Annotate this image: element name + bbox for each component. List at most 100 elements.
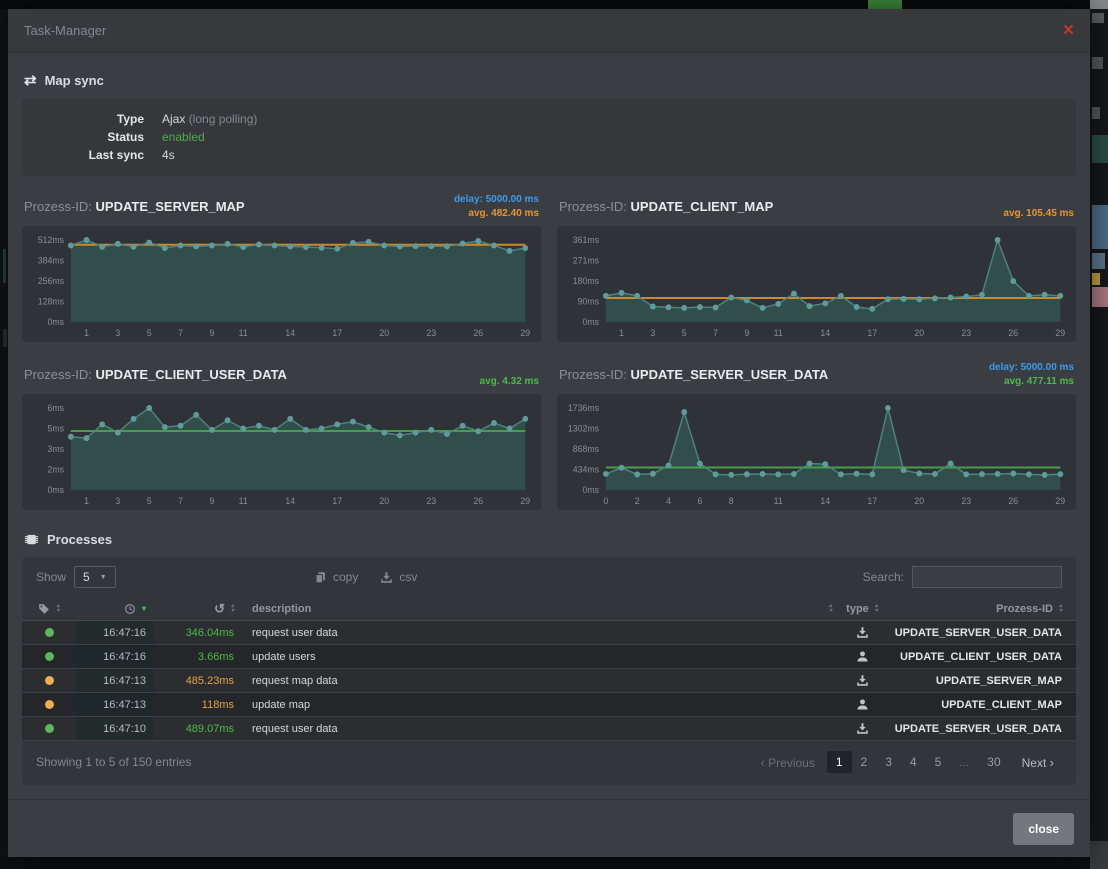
- page-button[interactable]: 5: [934, 755, 942, 769]
- svg-text:26: 26: [473, 328, 483, 338]
- page-button[interactable]: 2: [860, 755, 868, 769]
- row-prozess-id: UPDATE_SERVER_USER_DATA: [894, 722, 1062, 735]
- chart-process-name: UPDATE_SERVER_MAP: [95, 199, 245, 214]
- chip-icon: [24, 534, 39, 545]
- scrollbar-thumb[interactable]: [1090, 0, 1108, 9]
- row-description: request user data: [252, 626, 338, 639]
- column-header-prozess-id[interactable]: Prozess-ID ▴ ▾: [996, 602, 1062, 615]
- svg-text:5: 5: [682, 328, 687, 338]
- page-button: …: [959, 758, 970, 769]
- svg-text:5ms: 5ms: [47, 423, 64, 433]
- table-row[interactable]: 16:47:16 3.66ms update users UPDATE_CLIE…: [22, 645, 1076, 669]
- column-header-time[interactable]: ▾: [76, 603, 154, 615]
- page-button[interactable]: 1: [826, 751, 852, 773]
- previous-page-button[interactable]: ‹ Previous: [760, 754, 815, 770]
- processes-heading-label: Processes: [47, 532, 113, 547]
- column-header-status[interactable]: ▴ ▾: [22, 603, 76, 615]
- svg-text:14: 14: [285, 328, 295, 338]
- svg-text:2ms: 2ms: [47, 464, 64, 474]
- svg-text:11: 11: [239, 496, 248, 506]
- column-header-description[interactable]: description ▴ ▾: [252, 602, 832, 615]
- svg-text:11: 11: [239, 328, 248, 338]
- chart-process-name: UPDATE_CLIENT_MAP: [630, 199, 774, 214]
- svg-text:512ms: 512ms: [38, 235, 65, 245]
- chart-update-client-user-data: Prozess-ID: UPDATE_CLIENT_USER_DATA avg.…: [14, 360, 549, 528]
- background-fragment: [1092, 205, 1108, 249]
- row-prozess-id: UPDATE_SERVER_USER_DATA: [894, 626, 1062, 639]
- svg-text:2: 2: [635, 496, 640, 506]
- table-row[interactable]: 16:47:13 118ms update map UPDATE_CLIENT_…: [22, 693, 1076, 717]
- column-header-duration[interactable]: ↺ ▴ ▾: [154, 602, 240, 615]
- column-header-type[interactable]: type ▴ ▾: [846, 602, 878, 615]
- svg-text:256ms: 256ms: [38, 276, 65, 286]
- svg-text:1: 1: [84, 328, 89, 338]
- svg-text:26: 26: [1008, 496, 1018, 506]
- avg-stat: avg. 105.45 ms: [1003, 208, 1074, 219]
- csv-button[interactable]: csv: [380, 570, 417, 584]
- sort-icon: ▴ ▾: [874, 602, 878, 614]
- background-fragment: [1092, 57, 1103, 69]
- sort-icon: ▴ ▾: [230, 602, 234, 614]
- area-chart-canvas: 6ms 5ms 3ms 2ms 0ms 1 3 5 7 9 11 14 17 20 23 26 29: [47, 403, 530, 506]
- chevron-down-icon: ▼: [99, 573, 107, 581]
- svg-text:20: 20: [379, 496, 389, 506]
- svg-text:17: 17: [867, 496, 877, 506]
- next-page-button[interactable]: Next ›: [1021, 754, 1054, 770]
- history-icon: ↺: [214, 601, 225, 616]
- svg-text:7: 7: [178, 496, 183, 506]
- row-time: 16:47:13: [76, 669, 154, 692]
- backdrop-left: [0, 9, 8, 857]
- svg-text:29: 29: [1055, 496, 1065, 506]
- close-icon[interactable]: ×: [1062, 20, 1074, 41]
- svg-text:5: 5: [147, 328, 152, 338]
- svg-text:7: 7: [178, 328, 183, 338]
- status-value: enabled: [162, 130, 205, 144]
- svg-text:26: 26: [1008, 328, 1018, 338]
- svg-text:3: 3: [115, 496, 120, 506]
- row-time: 16:47:16: [76, 621, 154, 644]
- row-description: update map: [252, 698, 311, 711]
- close-button[interactable]: close: [1013, 812, 1074, 845]
- copy-button[interactable]: copy: [314, 570, 358, 584]
- map-sync-panel: Type Ajax (long polling) Status enabled …: [22, 99, 1076, 176]
- page-button[interactable]: 4: [909, 755, 917, 769]
- page-length-select[interactable]: 5 ▼: [74, 566, 116, 588]
- processes-panel: Show 5 ▼ copy csv: [22, 557, 1076, 785]
- page-button[interactable]: 3: [885, 755, 892, 769]
- svg-text:14: 14: [285, 496, 295, 506]
- entries-info: Showing 1 to 5 of 150 entries: [36, 755, 192, 769]
- background-fragment: [1090, 841, 1108, 869]
- svg-text:23: 23: [961, 328, 971, 338]
- type-extra: (long polling): [188, 112, 258, 126]
- svg-text:0ms: 0ms: [582, 317, 599, 327]
- table-row[interactable]: 16:47:16 346.04ms request user data UPDA…: [22, 621, 1076, 645]
- backdrop-bottom: [0, 841, 1108, 869]
- sort-desc-icon: ▾: [141, 604, 146, 613]
- svg-text:17: 17: [332, 328, 342, 338]
- sync-arrows-icon: ⇄: [24, 72, 37, 89]
- clock-icon: [125, 603, 135, 614]
- svg-text:29: 29: [1055, 328, 1065, 338]
- area-chart-canvas: 1736ms 1302ms 868ms 434ms 0ms 0 2 4 6 8 11 14 17 20 23…: [568, 403, 1065, 506]
- row-time: 16:47:13: [76, 693, 154, 716]
- svg-text:6: 6: [697, 496, 702, 506]
- page-button[interactable]: 30: [987, 755, 1001, 769]
- status-dot: [44, 724, 54, 733]
- svg-text:11: 11: [774, 328, 783, 338]
- copy-icon: [315, 571, 325, 583]
- type-value: Ajax: [162, 112, 186, 126]
- search-input[interactable]: [912, 566, 1062, 588]
- table-row[interactable]: 16:47:13 485.23ms request map data UPDAT…: [22, 669, 1076, 693]
- sort-icon: ▴ ▾: [1058, 602, 1062, 614]
- table-row[interactable]: 16:47:10 489.07ms request user data UPDA…: [22, 717, 1076, 741]
- table-body: 16:47:16 346.04ms request user data UPDA…: [22, 621, 1076, 741]
- row-time: 16:47:16: [76, 645, 154, 668]
- svg-text:361ms: 361ms: [573, 235, 600, 245]
- avg-stat: avg. 477.11 ms: [1003, 376, 1074, 387]
- row-description: request user data: [252, 722, 338, 735]
- client-person-icon: [856, 699, 868, 710]
- background-fragment: [1092, 273, 1100, 285]
- table-header: ▴ ▾ ▾ ↺ ▴ ▾ description ▴ ▾ type ▴ ▾: [22, 597, 1076, 621]
- svg-text:17: 17: [332, 496, 342, 506]
- chevron-left-icon: ‹: [760, 754, 765, 770]
